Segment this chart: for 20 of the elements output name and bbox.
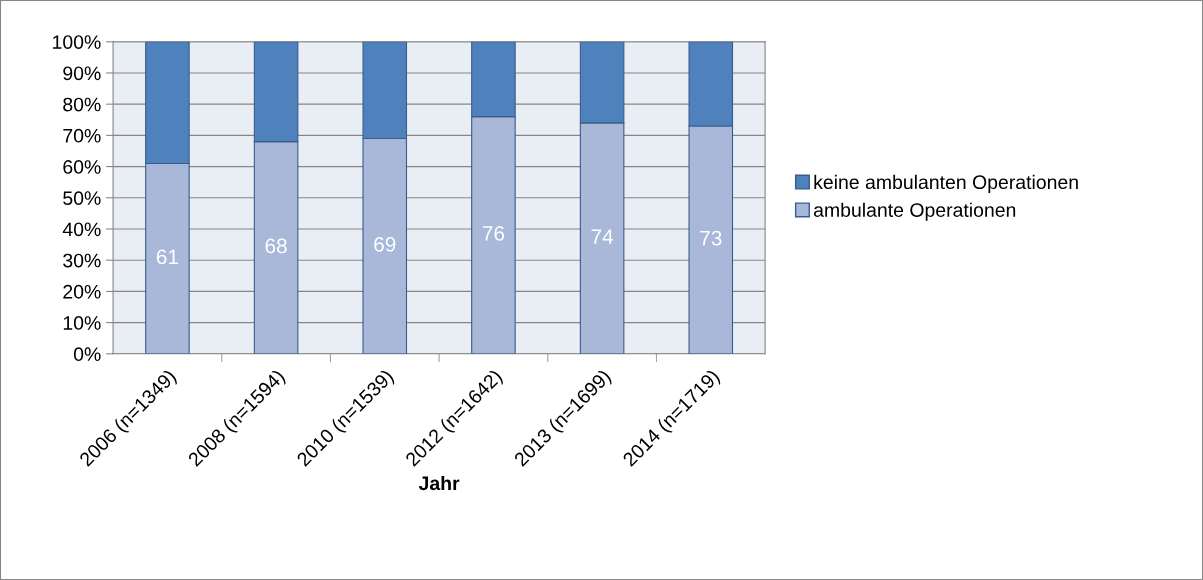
y-tick-label: 0% xyxy=(73,347,101,362)
data-label: 61 xyxy=(156,249,178,265)
y-tick-label: 90% xyxy=(63,66,101,81)
y-tick-label: 70% xyxy=(63,128,101,143)
legend-label: keine ambulanten Operationen xyxy=(814,174,1078,193)
y-tick-label: 60% xyxy=(63,160,101,174)
y-tick-label: 20% xyxy=(63,284,101,299)
y-tick-label: 50% xyxy=(63,191,101,206)
data-label: 73 xyxy=(700,230,722,246)
legend-label: ambulante Operationen xyxy=(813,202,1016,221)
data-label: 69 xyxy=(374,236,396,252)
y-tick-label: 100% xyxy=(53,35,101,49)
y-tick-label: 80% xyxy=(63,97,101,112)
data-label: 76 xyxy=(482,226,505,241)
y-tick-label: 30% xyxy=(63,253,101,268)
y-tick-label: 40% xyxy=(62,222,101,237)
data-label: 74 xyxy=(591,229,614,244)
y-tick-label: 10% xyxy=(63,316,101,330)
data-label: 68 xyxy=(265,238,287,254)
x-axis-title: Jahr xyxy=(418,475,460,491)
